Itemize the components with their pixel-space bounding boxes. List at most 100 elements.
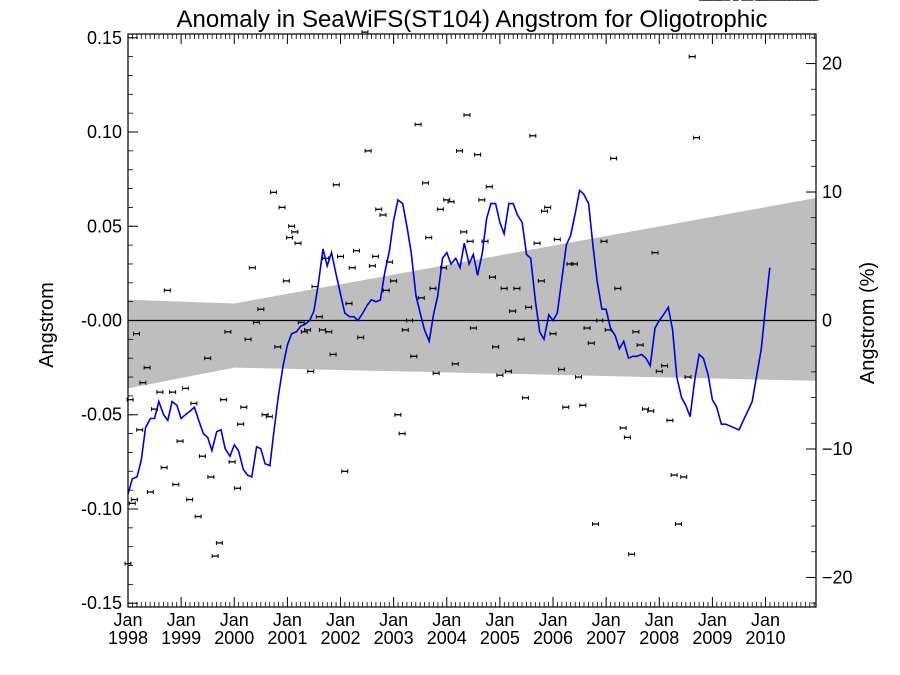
data-point: [156, 390, 164, 395]
data-point: [215, 540, 223, 545]
data-point: [382, 288, 390, 293]
data-point: [513, 286, 521, 291]
data-point: [348, 265, 356, 270]
data-point: [614, 286, 622, 291]
data-point: [398, 431, 406, 436]
data-point: [233, 486, 241, 491]
data-point: [666, 418, 674, 423]
y2-tick-label: −10: [822, 439, 853, 459]
x-tick-label-month: Jan: [113, 610, 142, 630]
data-point: [500, 286, 508, 291]
data-point: [253, 320, 261, 325]
data-point: [307, 369, 315, 374]
smoothed-series-layer: [127, 188, 771, 495]
data-point: [488, 275, 496, 280]
data-point: [329, 352, 337, 357]
data-point: [456, 148, 464, 153]
data-point: [345, 301, 353, 306]
data-point: [160, 465, 168, 470]
y2-tick-label: 0: [822, 311, 832, 331]
y2-tick-label: 10: [822, 182, 842, 202]
monthly-points-layer: [124, 0, 819, 566]
data-point: [207, 474, 215, 479]
x-tick-label-month: Jan: [379, 610, 408, 630]
data-point: [190, 401, 198, 406]
data-point: [163, 288, 171, 293]
data-point: [198, 454, 206, 459]
y2-axis-label: Angstrom (%): [857, 262, 879, 384]
x-tick-label-year: 1998: [108, 628, 148, 648]
x-tick-label-month: Jan: [432, 610, 461, 630]
y-axis-label: Angstrom: [36, 282, 58, 368]
y-tick-label: -0.15: [81, 593, 122, 613]
data-point: [460, 229, 468, 234]
data-point: [579, 403, 587, 408]
data-point: [632, 329, 640, 334]
data-point: [558, 367, 566, 372]
x-tick-label-month: Jan: [220, 610, 249, 630]
data-point: [504, 369, 512, 374]
x-tick-label-month: Jan: [485, 610, 514, 630]
x-tick-label-year: 2005: [480, 628, 520, 648]
x-tick-label-year: 2010: [746, 628, 786, 648]
x-tick-label-month: Jan: [698, 610, 727, 630]
data-point: [128, 501, 136, 506]
data-point: [220, 397, 228, 402]
y-axis-right: 20 10 0 −10 −20: [806, 37, 853, 604]
x-tick-label-month: Jan: [645, 610, 674, 630]
x-tick-label-month: Jan: [539, 610, 568, 630]
data-point: [390, 278, 398, 283]
data-point: [517, 337, 525, 342]
data-point: [181, 386, 189, 391]
data-point: [304, 327, 312, 332]
data-point: [674, 522, 682, 527]
data-point: [244, 337, 252, 342]
data-point: [575, 375, 583, 380]
data-point: [240, 405, 248, 410]
data-point: [655, 369, 663, 374]
data-point: [485, 184, 493, 189]
data-point: [553, 237, 561, 242]
data-point: [265, 414, 273, 419]
data-point: [463, 113, 471, 118]
data-point: [364, 148, 372, 153]
chart-title: Anomaly in SeaWiFS(ST104) Angstrom for O…: [177, 6, 768, 33]
data-point: [562, 405, 570, 410]
data-point: [139, 380, 147, 385]
data-point: [169, 390, 177, 395]
data-point: [270, 190, 278, 195]
data-point: [496, 373, 504, 378]
y-tick-label: -0.10: [81, 499, 122, 519]
data-point: [670, 473, 678, 478]
data-point: [291, 229, 299, 234]
y-tick-label: -0.00: [81, 311, 122, 331]
data-point: [647, 408, 655, 413]
data-point: [204, 356, 212, 361]
data-point: [636, 343, 644, 348]
data-point: [692, 135, 700, 140]
data-point: [406, 318, 414, 323]
data-point: [544, 205, 552, 210]
x-axis: Jan1998Jan1999Jan2000Jan2001Jan2002Jan20…: [108, 34, 815, 648]
data-point: [146, 490, 154, 495]
data-point: [282, 278, 290, 283]
x-tick-label-year: 2006: [533, 628, 573, 648]
data-point: [592, 522, 600, 527]
data-point: [529, 133, 537, 138]
data-point: [596, 318, 604, 323]
data-point: [429, 286, 437, 291]
data-point: [533, 241, 541, 246]
data-point: [274, 344, 282, 349]
data-point: [372, 254, 380, 259]
data-point: [176, 439, 184, 444]
data-point: [211, 554, 219, 559]
data-point: [357, 335, 365, 340]
y-axis-left: 0.15 0.10 0.05 -0.00 -0.05 -0.10 -0.15: [81, 28, 138, 613]
y-tick-label: -0.05: [81, 405, 122, 425]
data-point: [136, 427, 144, 432]
data-point: [600, 239, 608, 244]
data-point: [684, 375, 692, 380]
x-tick-label-year: 2002: [320, 628, 360, 648]
data-point: [257, 307, 265, 312]
data-point: [432, 371, 440, 376]
